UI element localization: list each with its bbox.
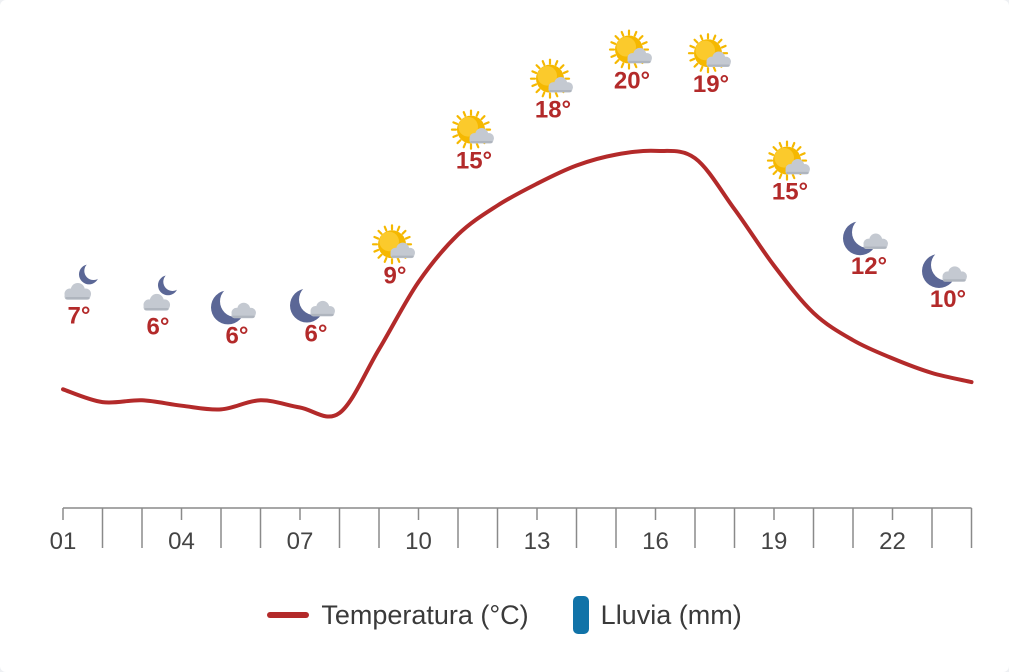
rain-swatch: [572, 596, 589, 634]
legend-item-rain[interactable]: Lluvia (mm): [572, 596, 742, 634]
sun-cloud-icon: [529, 58, 573, 99]
legend-label-rain: Lluvia (mm): [600, 599, 742, 630]
x-tick-label: 10: [405, 528, 432, 555]
chart-legend: Temperatura (°C) Lluvia (mm): [0, 590, 1009, 640]
moon-cloud-icon: [922, 249, 967, 288]
temperature-label: 7°: [68, 302, 91, 329]
temperature-label: 18°: [535, 97, 571, 124]
temperature-line: [61, 148, 974, 419]
x-tick-label: 07: [287, 528, 314, 555]
temperature-label: 6°: [305, 321, 328, 348]
x-tick-label: 16: [642, 528, 669, 555]
temperature-chart: 7° 6° 6° 6° 9° 15° 18° 20° 19° 15° 12° 10° 01 04 07 10…: [50, 29, 974, 555]
legend-label-temperature: Temperatura (°C): [321, 599, 529, 630]
sun-cloud-icon: [687, 33, 731, 74]
x-tick-label: 13: [524, 528, 551, 555]
x-tick-label: 01: [50, 528, 77, 555]
temperature-line-group: [61, 148, 974, 419]
temperature-label: 20°: [614, 68, 650, 95]
temperature-label: 6°: [226, 322, 249, 349]
sun-cloud-icon: [766, 140, 810, 181]
sun-cloud-icon: [608, 29, 652, 70]
x-axis: 01 04 07 10 13 16 19 22: [50, 507, 973, 555]
legend-item-temperature[interactable]: Temperatura (°C): [267, 599, 529, 631]
temperature-label: 15°: [456, 148, 492, 175]
x-tick-label: 04: [168, 528, 195, 555]
cloudy-night-icon: [64, 261, 103, 300]
temperature-label: 9°: [384, 262, 407, 289]
weather-icons: [64, 29, 967, 325]
temperature-swatch: [267, 612, 310, 618]
temperature-label: 6°: [147, 313, 170, 340]
temperature-label: 15°: [772, 179, 808, 206]
moon-cloud-icon: [290, 283, 335, 323]
temperature-label: 10°: [930, 286, 966, 313]
temperature-label: 19°: [693, 71, 729, 98]
x-tick-label: 22: [879, 528, 906, 555]
x-tick-label: 19: [761, 528, 788, 555]
moon-cloud-icon: [211, 285, 256, 325]
cloudy-night-icon: [143, 272, 182, 311]
sun-cloud-icon: [371, 224, 415, 265]
temperature-labels: 7° 6° 6° 6° 9° 15° 18° 20° 19° 15° 12° 10°: [68, 68, 967, 350]
sun-cloud-icon: [450, 109, 494, 150]
temperature-label: 12°: [851, 253, 887, 280]
moon-cloud-icon: [843, 216, 888, 256]
